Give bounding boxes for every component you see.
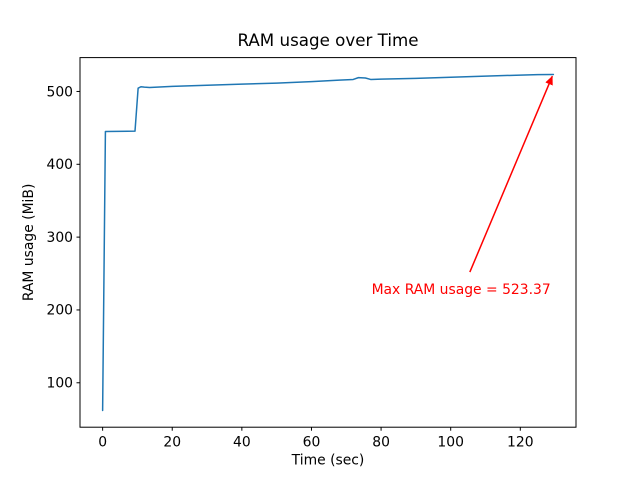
y-axis-label: RAM usage (MiB) [21, 184, 37, 302]
y-tick-label: 200 [46, 303, 73, 319]
x-tick-label: 20 [163, 435, 181, 451]
y-tick-label: 100 [46, 376, 73, 392]
y-tick-label: 500 [46, 84, 73, 100]
x-tick-label: 40 [233, 435, 251, 451]
x-tick-label: 100 [437, 435, 464, 451]
x-tick-label: 60 [303, 435, 321, 451]
annotation-text: Max RAM usage = 523.37 [372, 282, 551, 298]
chart-title: RAM usage over Time [237, 30, 418, 50]
y-tick-label: 400 [46, 157, 73, 173]
x-tick-label: 0 [98, 435, 107, 451]
annotation-arrow-icon [469, 75, 554, 273]
plot-frame [79, 57, 577, 428]
axis-ticks: 0 20 40 60 80 100 120 100 200 300 400 500 [46, 84, 533, 450]
x-tick-label: 80 [372, 435, 390, 451]
x-axis-label: Time (sec) [291, 453, 365, 469]
ram-usage-line [101, 73, 555, 412]
y-tick-label: 300 [46, 230, 73, 246]
x-tick-label: 120 [507, 435, 534, 451]
